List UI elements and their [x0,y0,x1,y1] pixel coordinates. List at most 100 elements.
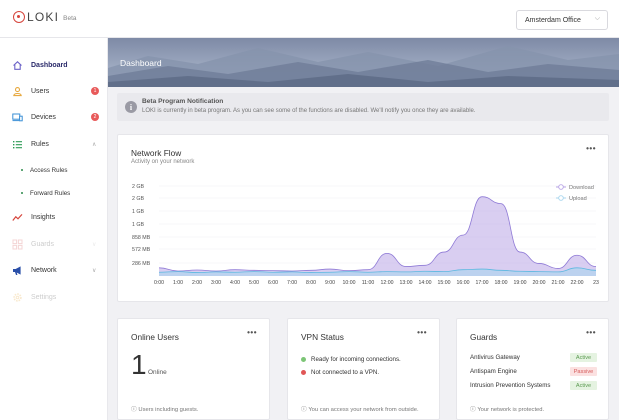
sidebar-item-settings: Settings [0,288,108,306]
sidebar-item-label: Dashboard [31,61,68,69]
x-tick-label: 14:00 [419,280,432,286]
sidebar-subitem-label: Forward Rules [30,189,71,197]
sidebar-item-users[interactable]: Users 1 [0,82,108,100]
notification-title: Beta Program Notification [142,98,224,105]
more-menu-icon[interactable]: ••• [586,328,596,337]
guard-name: Antispam Engine [470,368,517,375]
x-tick-label: 4:00 [230,280,240,286]
footer-text: Users including guests. [138,407,199,413]
online-label: Online [148,369,167,376]
sidebar-subitem-forward-rules[interactable]: Forward Rules [0,186,108,200]
office-select[interactable]: Amsterdam Office ⌵ [516,10,608,30]
x-tick-label: 18:00 [495,280,508,286]
x-tick-label: 16:00 [457,280,470,286]
network-flow-chart: 2 GB 2 GB 1 GB 1 GB 858 MB 572 MB 286 MB 0:00 1:… [132,184,599,286]
x-tick-label: 8:00 [306,280,316,286]
x-tick-label: 13:00 [400,280,413,286]
sidebar-item-label: Rules [31,140,49,148]
card-title: Guards [470,332,498,342]
x-tick-label: 19:00 [514,280,527,286]
status-badge[interactable]: Active [570,353,597,362]
x-tick-label: 9:00 [325,280,335,286]
x-tick-label: 23 [593,280,599,286]
sidebar-item-guards: Guards ∨ [0,235,108,253]
chevron-down-icon: ⌵ [594,15,600,22]
x-tick-label: 15:00 [438,280,451,286]
x-tick-label: 7:00 [287,280,297,286]
card-title: Network Flow [131,148,182,158]
logo[interactable]: LOKI Beta [13,11,77,23]
page-header-banner: Dashboard [108,38,619,87]
footer-text: You can access your network from outside… [308,407,419,413]
beta-notification: i Beta Program Notification LOKI is curr… [117,93,609,121]
home-icon [12,60,23,71]
more-menu-icon[interactable]: ••• [586,144,596,153]
notification-body: LOKI is currently in beta program. As yo… [142,108,476,114]
card-subtitle: Activity on your network [131,159,195,165]
x-tick-label: 2:00 [192,280,202,286]
info-icon: i [125,101,137,113]
more-menu-icon[interactable]: ••• [417,328,427,337]
trend-icon [12,212,23,223]
more-menu-icon[interactable]: ••• [247,328,257,337]
beta-badge: Beta [63,15,77,22]
sidebar-item-dashboard[interactable]: Dashboard [0,56,108,74]
devices-icon [12,112,23,123]
legend-label: Upload [569,196,587,202]
vpn-status-text: Not connected to a VPN. [311,368,380,376]
legend-marker-download [558,184,564,190]
guard-name: Intrusion Prevention Systems [470,382,551,389]
megaphone-icon [12,265,23,276]
chevron-down-icon: ∨ [92,241,97,248]
list-icon [12,139,23,150]
sidebar-item-label: Network [31,266,57,274]
top-bar: LOKI Beta Amsterdam Office ⌵ [0,0,619,38]
online-users-count: 1 [131,349,147,380]
card-footer: ⓘ Your network is protected. [470,404,544,413]
vpn-status-text: Ready for incoming connections. [311,355,401,363]
network-flow-card: 2 GB 2 GB 1 GB 1 GB 858 MB 572 MB 286 MB 0:00 1:… [117,134,609,302]
sidebar-item-insights[interactable]: Insights [0,208,108,226]
bullet-icon [21,192,23,194]
grid-icon [12,239,23,250]
x-tick-label: 0:00 [154,280,164,286]
info-icon: ⓘ [131,407,139,413]
x-tick-label: 6:00 [268,280,278,286]
info-icon: ⓘ [301,407,309,413]
guard-row: Antispam Engine Passive [470,366,597,378]
vpn-status-row: Ready for incoming connections. [301,354,401,364]
y-tick-label: 1 GB [132,209,145,215]
y-tick-label: 286 MB [132,261,151,267]
y-tick-label: 1 GB [132,222,145,228]
sidebar-item-label: Devices [31,113,56,121]
guard-row: Antivirus Gateway Active [470,352,597,364]
sidebar-item-label: Users [31,87,50,95]
shield-icon: ⓘ [470,407,478,413]
sidebar-subitem-access-rules[interactable]: Access Rules [0,163,108,177]
sidebar-item-rules[interactable]: Rules ∧ [0,135,108,153]
vpn-status-card: VPN Status ••• Ready for incoming connec… [287,318,440,420]
sidebar-item-label: Guards [31,240,54,248]
series-line-download [158,196,597,272]
sidebar-subitem-label: Access Rules [30,166,68,174]
user-icon [12,86,23,97]
logo-icon [13,11,25,23]
x-tick-label: 22:00 [571,280,584,286]
vpn-status-row: Not connected to a VPN. [301,367,379,377]
x-tick-label: 12:00 [381,280,394,286]
y-tick-label: 2 GB [132,184,145,190]
status-badge[interactable]: Passive [570,367,597,376]
guard-name: Antivirus Gateway [470,354,520,361]
legend-marker-upload [558,195,564,201]
chevron-up-icon[interactable]: ∧ [92,141,97,148]
sidebar-item-network[interactable]: Network ∨ [0,261,108,279]
sidebar: Dashboard Users 1 Devices 2 Rules ∧ Acce… [0,38,108,420]
devices-count-badge: 2 [91,113,99,121]
x-tick-label: 21:00 [552,280,565,286]
bullet-icon [21,169,23,171]
y-tick-label: 2 GB [132,196,145,202]
card-title: VPN Status [301,332,344,342]
sidebar-item-devices[interactable]: Devices 2 [0,108,108,126]
status-badge[interactable]: Active [570,381,597,390]
chevron-down-icon[interactable]: ∨ [92,267,97,274]
